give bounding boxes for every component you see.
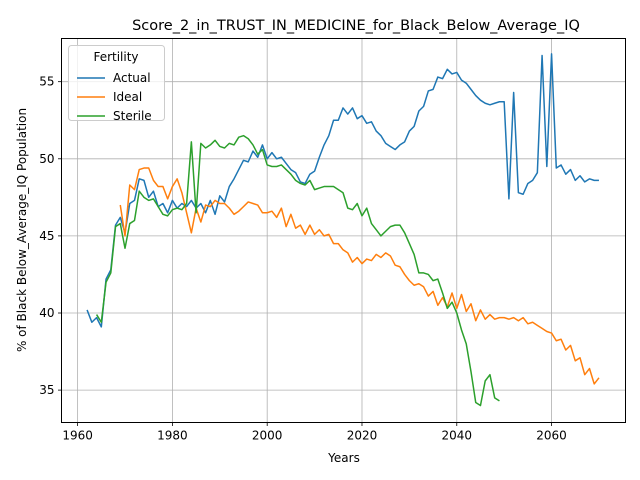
x-tick-label: 1980 — [157, 429, 188, 443]
legend-label-sterile: Sterile — [113, 109, 152, 123]
y-tick-label: 40 — [39, 306, 54, 320]
legend: Fertility Actual Ideal Sterile — [68, 45, 165, 123]
y-tick-label: 45 — [39, 229, 54, 243]
gridlines — [61, 38, 626, 423]
x-tick-label: 2040 — [442, 429, 473, 443]
legend-label-actual: Actual — [113, 71, 151, 85]
series-line-ideal — [119, 167, 600, 385]
y-tick-label: 35 — [39, 383, 54, 397]
x-tick-label: 2060 — [536, 429, 567, 443]
x-axis-label: Years — [327, 451, 360, 465]
series-line-sterile — [95, 134, 500, 407]
plot-frame — [61, 38, 626, 423]
axis-ticks: 1960 1980 2000 2020 2040 2060 35 40 45 50 55 — [39, 75, 567, 443]
series-lines — [86, 53, 600, 407]
legend-label-ideal: Ideal — [113, 90, 142, 104]
y-tick-label: 50 — [39, 152, 54, 166]
series-line-actual — [86, 53, 599, 328]
x-tick-label: 1960 — [62, 429, 93, 443]
y-axis-label: % of Black Below_Average_IQ Population — [15, 108, 29, 352]
x-tick-label: 2020 — [347, 429, 378, 443]
x-tick-label: 2000 — [252, 429, 283, 443]
legend-items: Actual Ideal Sterile — [77, 71, 152, 123]
legend-title: Fertility — [93, 50, 138, 64]
y-tick-label: 55 — [39, 75, 54, 89]
legend-frame — [68, 45, 165, 121]
chart-title: Score_2_in_TRUST_IN_MEDICINE_for_Black_B… — [132, 18, 580, 34]
